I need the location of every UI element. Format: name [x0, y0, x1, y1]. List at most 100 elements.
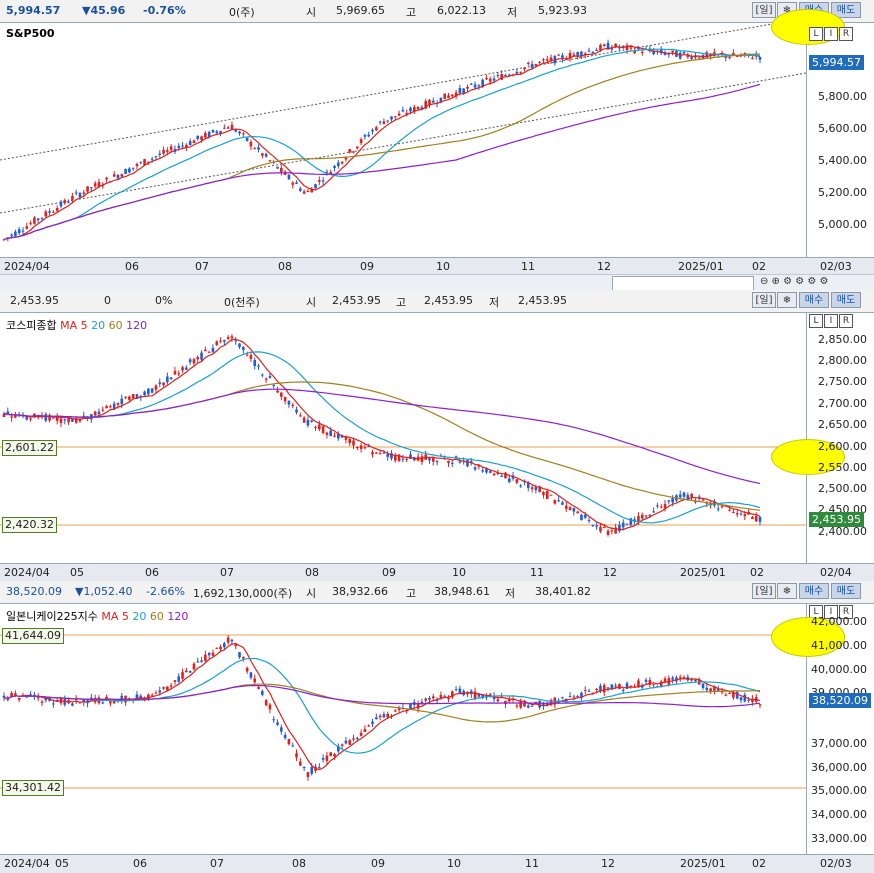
candle: [245, 137, 249, 142]
candle: [648, 677, 652, 688]
candle: [302, 189, 306, 195]
candle: [348, 738, 352, 745]
sp500-zoom-controls[interactable]: ⊖ ⊕ ⚙ ⚙ ⚙ ⚙: [760, 276, 829, 287]
candle: [352, 734, 355, 742]
candle: [500, 473, 503, 478]
y-tick-label: 5,400.00: [818, 154, 867, 167]
sp500-plot[interactable]: S&P500: [0, 23, 806, 257]
candle: [329, 169, 333, 175]
candle: [473, 465, 477, 472]
x-tick-label: 07: [220, 566, 234, 579]
candle: [242, 131, 245, 138]
kospi-sell-button[interactable]: 매도: [831, 292, 861, 308]
x-tick-label: 06: [145, 566, 159, 579]
sp500-low: 5,923.93: [538, 4, 587, 17]
nikkei-plot[interactable]: 일본니케이225지수 MA 5 20 60 120 41,644.09 34,3…: [0, 604, 806, 854]
nikkei-sell-button[interactable]: 매도: [831, 583, 861, 599]
kospi-x-axis: 2024/04 05 06 07 08 09 10 11 12 2025/01 02 02/04: [0, 563, 874, 582]
sp500-period-button[interactable]: [일]: [752, 2, 776, 18]
candle: [169, 683, 173, 689]
candle: [382, 118, 386, 125]
candle: [226, 635, 230, 645]
kospi-plot[interactable]: 코스피종합 MA 5 20 60 120 2,601.22 2,420.32: [0, 313, 806, 563]
ma120-line: [3, 388, 761, 485]
candle: [162, 686, 165, 691]
x-tick-label: 02: [752, 260, 766, 273]
candle: [359, 137, 363, 146]
candle: [261, 689, 264, 697]
y-tick-label: 5,200.00: [818, 186, 867, 199]
candle: [238, 130, 241, 136]
candle: [306, 189, 310, 193]
candle: [181, 142, 184, 149]
kospi-level-upper: 2,601.22: [2, 440, 57, 456]
candle: [515, 703, 519, 709]
candle: [504, 471, 507, 479]
candle: [549, 698, 553, 707]
candle: [519, 484, 522, 488]
candle: [481, 467, 484, 473]
x-tick-label: 08: [292, 857, 306, 870]
sp500-scroll-toolbar[interactable]: ⊖ ⊕ ⚙ ⚙ ⚙ ⚙: [0, 274, 874, 292]
kospi-level-lower: 2,420.32: [2, 517, 57, 533]
candle: [321, 424, 325, 435]
y-tick-label: 2,650.00: [818, 418, 867, 431]
candle: [751, 515, 754, 520]
candle: [2, 692, 6, 702]
candle: [287, 400, 291, 408]
candle: [492, 472, 496, 477]
candle: [599, 523, 602, 534]
kospi-period-button[interactable]: [일]: [752, 292, 776, 308]
candle: [48, 413, 51, 423]
candle: [268, 159, 272, 162]
candle: [659, 46, 663, 55]
candle: [192, 139, 196, 144]
candle: [299, 412, 302, 418]
candle: [74, 695, 78, 704]
candle: [572, 507, 576, 516]
candle: [572, 51, 576, 56]
candle: [264, 152, 268, 158]
candle: [375, 451, 378, 454]
candle: [515, 478, 519, 485]
candle: [257, 686, 260, 690]
y-tick-label: 35,000.00: [811, 784, 867, 797]
kospi-settings-icon[interactable]: ❄: [777, 292, 797, 308]
kospi-buy-button[interactable]: 매수: [799, 292, 829, 308]
candle: [496, 72, 500, 78]
x-tick-label: 2024/04: [4, 857, 50, 870]
candle: [21, 227, 25, 236]
nikkei-settings-icon[interactable]: ❄: [777, 583, 797, 599]
nikkei-open-label: 시: [306, 587, 317, 600]
candle: [337, 160, 340, 169]
kospi-title: 코스피종합: [6, 319, 57, 332]
candle: [249, 139, 253, 151]
y-tick-label: 41,000.00: [811, 639, 867, 652]
candle: [450, 460, 454, 468]
candle: [245, 666, 249, 674]
x-tick-label: 06: [133, 857, 147, 870]
nikkei-buy-button[interactable]: 매수: [799, 583, 829, 599]
sp500-sell-button[interactable]: 매도: [831, 2, 861, 18]
candle: [739, 512, 743, 517]
sp500-high-label: 고: [406, 6, 417, 19]
candle: [545, 490, 549, 500]
candle: [378, 120, 382, 125]
nikkei-open: 38,932.66: [332, 585, 388, 598]
candle: [276, 386, 279, 394]
candle: [561, 696, 564, 699]
x-tick-label: 06: [125, 260, 139, 273]
candle: [466, 459, 469, 468]
candle: [181, 668, 184, 681]
candle: [333, 164, 336, 172]
x-tick-label: 12: [601, 857, 615, 870]
candle: [758, 516, 762, 526]
candle: [367, 131, 371, 138]
nikkei-period-button[interactable]: [일]: [752, 583, 776, 599]
candle: [431, 97, 435, 103]
candle: [196, 355, 200, 363]
candle: [302, 766, 306, 771]
